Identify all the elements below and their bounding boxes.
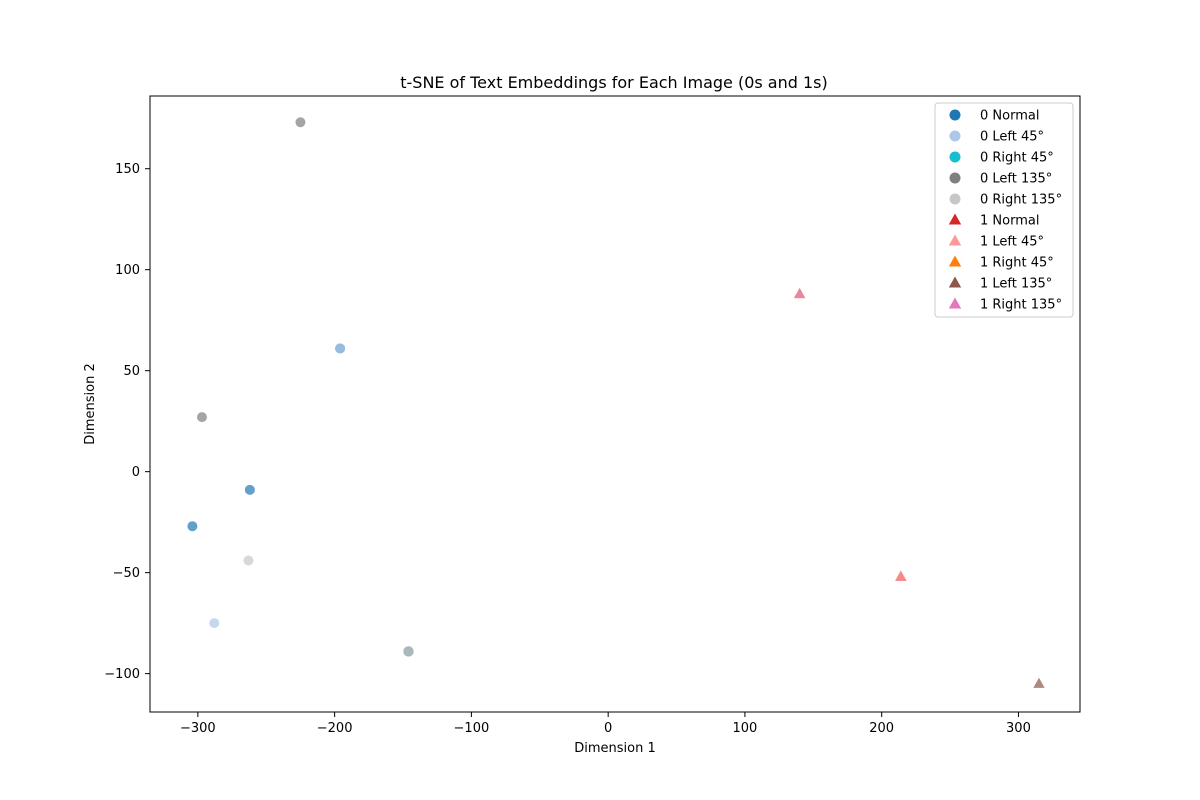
x-tick-label: −100	[454, 721, 490, 736]
legend-item-1-left-45deg: 1 Left 45°	[948, 234, 1044, 250]
x-tick-label: 300	[1006, 721, 1031, 736]
legend-item-0-left-135deg: 0 Left 135°	[949, 172, 1052, 187]
legend: 0 Normal 0 Left 45° 0 Right 45° 0 Left 135°…	[934, 102, 1074, 318]
legend-item-0-normal: 0 Normal	[949, 109, 1039, 124]
point-1-left-135deg-0	[1033, 677, 1045, 688]
legend-label: 0 Left 135°	[980, 172, 1052, 187]
legend-marker	[948, 276, 962, 288]
series-0-left-135deg	[196, 117, 414, 657]
y-tick-label: 150	[115, 162, 140, 177]
series-1-right-135deg	[793, 287, 806, 299]
legend-label: 0 Normal	[980, 109, 1039, 124]
point-0-left-45deg-0	[335, 343, 346, 354]
series-0-right-135deg	[243, 555, 414, 657]
legend-marker	[948, 213, 962, 225]
y-axis-label: Dimension 2	[83, 363, 98, 445]
legend-label: 1 Right 45°	[980, 256, 1054, 271]
legend-item-0-right-135deg: 0 Right 135°	[949, 193, 1062, 208]
y-tick-label: 100	[115, 263, 140, 278]
point-0-left-45deg-1	[209, 618, 220, 629]
legend-item-0-left-45deg: 0 Left 45°	[949, 130, 1044, 145]
x-tick-label: 100	[733, 721, 758, 736]
legend-marker	[948, 255, 962, 267]
x-axis-label: Dimension 1	[574, 741, 656, 756]
y-tick-label: −100	[104, 667, 140, 682]
y-tick-label: 50	[123, 364, 140, 379]
legend-item-1-right-135deg: 1 Right 135°	[948, 297, 1062, 313]
chart-title: t-SNE of Text Embeddings for Each Image …	[400, 73, 828, 92]
plot-frame	[149, 95, 1081, 713]
legend-label: 0 Right 135°	[980, 193, 1062, 208]
y-tick-label: 0	[132, 465, 140, 480]
legend-marker	[948, 234, 962, 246]
point-0-left-135deg-1	[196, 412, 207, 423]
legend-marker	[949, 109, 961, 121]
series-1-left-135deg	[1033, 677, 1045, 688]
series-0-normal	[187, 343, 414, 657]
legend-marker	[949, 130, 961, 142]
legend-marker	[949, 172, 961, 184]
legend-label: 1 Right 135°	[980, 298, 1062, 313]
legend-label: 0 Right 45°	[980, 151, 1054, 166]
point-1-right-135deg-0	[793, 287, 806, 299]
x-tick-label: 0	[604, 721, 612, 736]
legend-marker	[948, 297, 962, 309]
x-tick-label: 200	[869, 721, 894, 736]
y-tick-label: −50	[113, 566, 140, 581]
x-tick-label: −300	[180, 721, 216, 736]
series-1-left-45deg	[895, 570, 907, 581]
legend-item-1-left-135deg: 1 Left 135°	[948, 276, 1052, 292]
legend-item-1-normal: 1 Normal	[948, 213, 1039, 229]
x-axis-ticks: −300 −200 −100 0 100 200 300	[180, 712, 1031, 736]
y-axis-ticks: −100 −50 0 50 100 150	[104, 162, 150, 682]
point-0-normal-1	[187, 521, 198, 532]
point-1-left-45deg-0	[895, 570, 907, 581]
legend-frame	[934, 102, 1074, 318]
legend-item-0-right-45deg: 0 Right 45°	[949, 151, 1054, 166]
legend-item-1-right-45deg: 1 Right 45°	[948, 255, 1054, 271]
point-0-right-135deg-1	[403, 646, 414, 657]
legend-label: 1 Left 45°	[980, 235, 1044, 250]
series-0-left-45deg	[209, 343, 414, 657]
point-0-left-135deg-0	[295, 117, 306, 128]
x-tick-label: −200	[317, 721, 353, 736]
legend-marker	[949, 151, 961, 163]
plot-marks	[187, 117, 1045, 688]
legend-label: 1 Left 135°	[980, 277, 1052, 292]
legend-marker	[949, 193, 961, 205]
legend-label: 0 Left 45°	[980, 130, 1044, 145]
point-0-right-135deg-0	[243, 555, 254, 566]
point-0-normal-2	[244, 484, 255, 495]
legend-label: 1 Normal	[980, 214, 1039, 229]
